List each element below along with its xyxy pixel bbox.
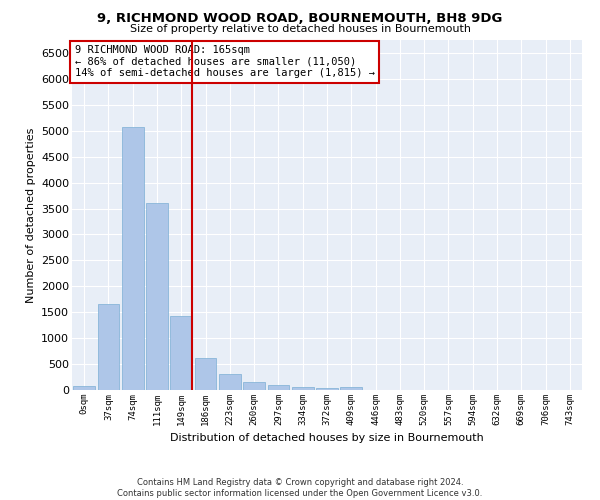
Text: 9, RICHMOND WOOD ROAD, BOURNEMOUTH, BH8 9DG: 9, RICHMOND WOOD ROAD, BOURNEMOUTH, BH8 … — [97, 12, 503, 26]
Bar — [97, 304, 119, 390]
Text: Contains HM Land Registry data © Crown copyright and database right 2024.
Contai: Contains HM Land Registry data © Crown c… — [118, 478, 482, 498]
Text: 9 RICHMOND WOOD ROAD: 165sqm
← 86% of detached houses are smaller (11,050)
14% o: 9 RICHMOND WOOD ROAD: 165sqm ← 86% of de… — [74, 46, 374, 78]
Bar — [194, 358, 217, 390]
Bar — [316, 388, 338, 390]
Bar — [73, 386, 95, 390]
Bar — [292, 387, 314, 390]
Bar — [122, 127, 143, 390]
Bar — [219, 374, 241, 390]
Bar — [340, 386, 362, 390]
Bar — [243, 382, 265, 390]
Text: Size of property relative to detached houses in Bournemouth: Size of property relative to detached ho… — [130, 24, 470, 34]
Bar — [146, 204, 168, 390]
Bar — [170, 316, 192, 390]
X-axis label: Distribution of detached houses by size in Bournemouth: Distribution of detached houses by size … — [170, 434, 484, 444]
Y-axis label: Number of detached properties: Number of detached properties — [26, 128, 35, 302]
Bar — [268, 386, 289, 390]
